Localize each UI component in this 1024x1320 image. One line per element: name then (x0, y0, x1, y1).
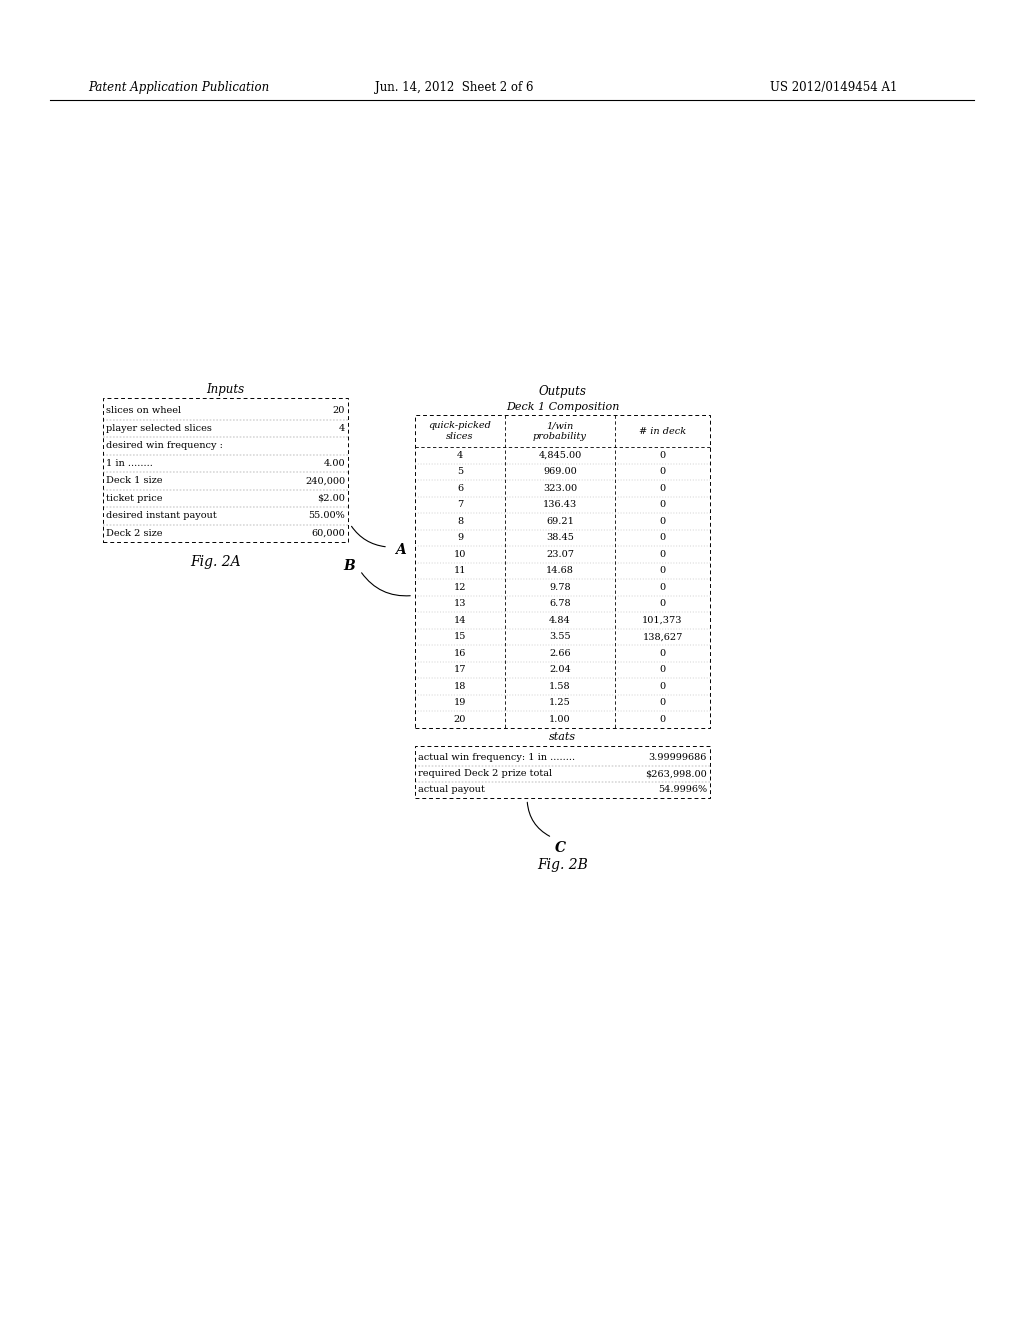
Text: Inputs: Inputs (207, 383, 245, 396)
Text: 10: 10 (454, 549, 466, 558)
Text: 54.9996%: 54.9996% (657, 785, 707, 795)
Text: 4: 4 (339, 424, 345, 433)
Text: 12: 12 (454, 582, 466, 591)
Text: quick-picked
slices: quick-picked slices (429, 421, 492, 441)
Text: 0: 0 (659, 599, 666, 609)
Text: 1/win
probability: 1/win probability (534, 421, 587, 441)
Text: 38.45: 38.45 (546, 533, 573, 543)
Text: 1.58: 1.58 (549, 681, 570, 690)
Text: 6.78: 6.78 (549, 599, 570, 609)
Text: US 2012/0149454 A1: US 2012/0149454 A1 (770, 82, 897, 95)
Text: player selected slices: player selected slices (106, 424, 212, 433)
Text: 9.78: 9.78 (549, 582, 570, 591)
Text: 101,373: 101,373 (642, 615, 683, 624)
Text: 4,845.00: 4,845.00 (539, 450, 582, 459)
Text: desired instant payout: desired instant payout (106, 511, 217, 520)
Text: Outputs: Outputs (539, 385, 587, 399)
Text: 60,000: 60,000 (311, 529, 345, 537)
Bar (415, 414, 710, 727)
Text: 0: 0 (659, 665, 666, 675)
Text: 3.55: 3.55 (549, 632, 570, 642)
Text: 0: 0 (659, 467, 666, 477)
Text: 0: 0 (659, 714, 666, 723)
Text: C: C (555, 841, 566, 854)
Text: 138,627: 138,627 (642, 632, 683, 642)
Text: 0: 0 (659, 582, 666, 591)
Text: 323.00: 323.00 (543, 483, 578, 492)
Text: 20: 20 (333, 407, 345, 416)
Text: 0: 0 (659, 549, 666, 558)
Text: 15: 15 (454, 632, 466, 642)
Text: 9: 9 (457, 533, 463, 543)
Text: 2.04: 2.04 (549, 665, 570, 675)
Text: 2.66: 2.66 (549, 648, 570, 657)
Text: Deck 2 size: Deck 2 size (106, 529, 163, 537)
Text: 4.84: 4.84 (549, 615, 570, 624)
Text: 55.00%: 55.00% (308, 511, 345, 520)
Text: 4: 4 (457, 450, 463, 459)
Text: $2.00: $2.00 (317, 494, 345, 503)
Text: 19: 19 (454, 698, 466, 708)
Text: 0: 0 (659, 450, 666, 459)
Text: 13: 13 (454, 599, 466, 609)
Text: Deck 1 Composition: Deck 1 Composition (506, 403, 620, 412)
Text: 5: 5 (457, 467, 463, 477)
Text: 17: 17 (454, 665, 466, 675)
Text: 969.00: 969.00 (543, 467, 577, 477)
Text: 0: 0 (659, 500, 666, 510)
Text: 0: 0 (659, 483, 666, 492)
Text: 0: 0 (659, 533, 666, 543)
Text: Deck 1 size: Deck 1 size (106, 477, 163, 486)
Text: 1 in ........: 1 in ........ (106, 459, 153, 467)
Bar (103, 399, 348, 543)
Text: 8: 8 (457, 516, 463, 525)
Text: 4.00: 4.00 (324, 459, 345, 467)
Text: Jun. 14, 2012  Sheet 2 of 6: Jun. 14, 2012 Sheet 2 of 6 (375, 82, 534, 95)
Text: B: B (343, 558, 354, 573)
Text: # in deck: # in deck (639, 426, 686, 436)
Text: 14: 14 (454, 615, 466, 624)
Text: 1.00: 1.00 (549, 714, 570, 723)
Text: 0: 0 (659, 566, 666, 576)
Text: A: A (395, 543, 406, 557)
Text: 240,000: 240,000 (305, 477, 345, 486)
Text: desired win frequency :: desired win frequency : (106, 441, 223, 450)
Text: slices on wheel: slices on wheel (106, 407, 181, 416)
Text: ticket price: ticket price (106, 494, 163, 503)
Text: 14.68: 14.68 (546, 566, 573, 576)
Text: 6: 6 (457, 483, 463, 492)
Text: 0: 0 (659, 648, 666, 657)
Text: required Deck 2 prize total: required Deck 2 prize total (418, 770, 552, 777)
Text: 1.25: 1.25 (549, 698, 570, 708)
Text: Fig. 2A: Fig. 2A (190, 554, 241, 569)
Text: 0: 0 (659, 516, 666, 525)
Text: 0: 0 (659, 698, 666, 708)
Text: 23.07: 23.07 (546, 549, 574, 558)
Text: 20: 20 (454, 714, 466, 723)
Text: 136.43: 136.43 (543, 500, 578, 510)
Text: 7: 7 (457, 500, 463, 510)
Text: $263,998.00: $263,998.00 (645, 770, 707, 777)
Text: actual payout: actual payout (418, 785, 485, 795)
Bar (415, 746, 710, 797)
Text: Fig. 2B: Fig. 2B (537, 858, 588, 873)
Text: actual win frequency: 1 in ........: actual win frequency: 1 in ........ (418, 752, 575, 762)
Text: 69.21: 69.21 (546, 516, 573, 525)
Text: 18: 18 (454, 681, 466, 690)
Text: 3.99999686: 3.99999686 (648, 752, 707, 762)
Text: 11: 11 (454, 566, 466, 576)
Text: 0: 0 (659, 681, 666, 690)
Text: Patent Application Publication: Patent Application Publication (88, 82, 269, 95)
Text: 16: 16 (454, 648, 466, 657)
Text: stats: stats (549, 733, 577, 742)
